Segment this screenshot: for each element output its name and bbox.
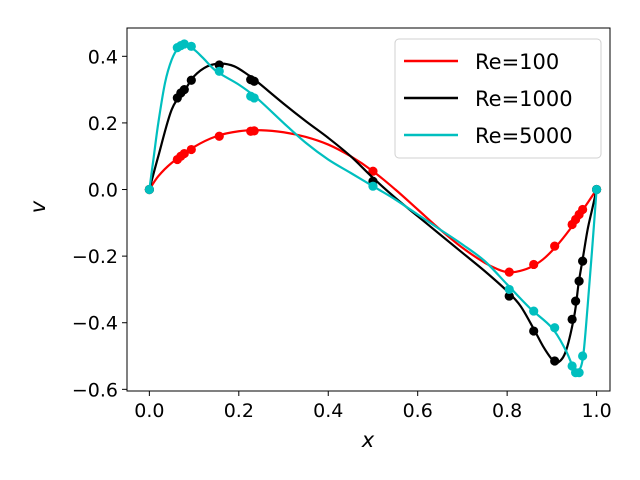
data-point-re-5000: [214, 66, 224, 76]
legend-box: [394, 38, 602, 159]
data-point-re-1000: [214, 60, 224, 70]
data-point-re-1000: [567, 314, 577, 324]
data-point-re-100: [179, 148, 189, 159]
y-tick-label: −0.6: [72, 379, 118, 401]
data-point-re-1000: [504, 291, 514, 301]
legend-label-re-5000: Re=5000: [475, 124, 573, 148]
x-tick-label: 1.0: [581, 400, 611, 422]
data-point-re-100: [504, 267, 514, 277]
data-point-re-5000: [144, 184, 154, 195]
data-point-re-1000: [550, 356, 560, 366]
y-tick-label: 0.2: [88, 113, 118, 135]
data-point-re-100: [186, 144, 196, 155]
data-point-re-100: [214, 131, 224, 141]
y-tick-label: 0.0: [88, 180, 118, 202]
data-point-re-5000: [186, 41, 196, 51]
data-point-re-1000: [249, 76, 259, 86]
data-point-re-5000: [574, 368, 584, 378]
ticks-layer: 0.0 0.2 0.4 0.6 0.8 1.0 0.4 0.2 0.0 −0.2 −0.4 −0.6: [72, 46, 612, 422]
legend: Re=100 Re=1000 Re=5000: [394, 38, 602, 159]
legend-label-re-1000: Re=1000: [475, 87, 573, 111]
data-point-re-1000: [571, 296, 581, 306]
data-point-re-5000: [591, 184, 602, 195]
data-point-re-1000: [179, 85, 189, 95]
series-line-re-1000: [148, 62, 598, 365]
data-point-re-5000: [368, 181, 378, 191]
x-tick-label: 0.6: [403, 400, 433, 422]
data-point-re-1000: [574, 276, 584, 286]
data-point-re-5000: [578, 351, 588, 361]
data-point-re-100: [249, 126, 259, 136]
data-point-re-5000: [249, 93, 259, 103]
data-point-re-5000: [504, 284, 514, 295]
x-tick-label: 0.2: [224, 400, 254, 422]
y-axis-label: v: [26, 200, 50, 213]
y-tick-label: −0.4: [72, 313, 118, 335]
series-layer: [144, 39, 602, 378]
x-axis-label: x: [361, 428, 375, 452]
legend-label-re-100: Re=100: [475, 50, 559, 74]
data-point-re-5000: [550, 323, 560, 333]
y-tick-label: 0.4: [88, 46, 118, 68]
data-point-re-5000: [529, 306, 539, 316]
x-tick-label: 0.4: [313, 400, 343, 422]
x-tick-label: 0.0: [134, 400, 164, 422]
series-re-5000: [144, 39, 602, 378]
data-point-re-100: [578, 204, 588, 215]
x-tick-label: 0.8: [492, 400, 522, 422]
data-point-re-100: [529, 259, 539, 270]
data-point-re-100: [550, 241, 560, 251]
data-point-re-1000: [529, 326, 539, 336]
data-point-re-5000: [179, 39, 189, 49]
y-tick-label: −0.2: [72, 246, 118, 268]
data-point-re-1000: [186, 75, 196, 85]
data-point-re-1000: [578, 256, 588, 266]
data-point-re-100: [368, 166, 378, 176]
plot-frame: [126, 27, 611, 392]
